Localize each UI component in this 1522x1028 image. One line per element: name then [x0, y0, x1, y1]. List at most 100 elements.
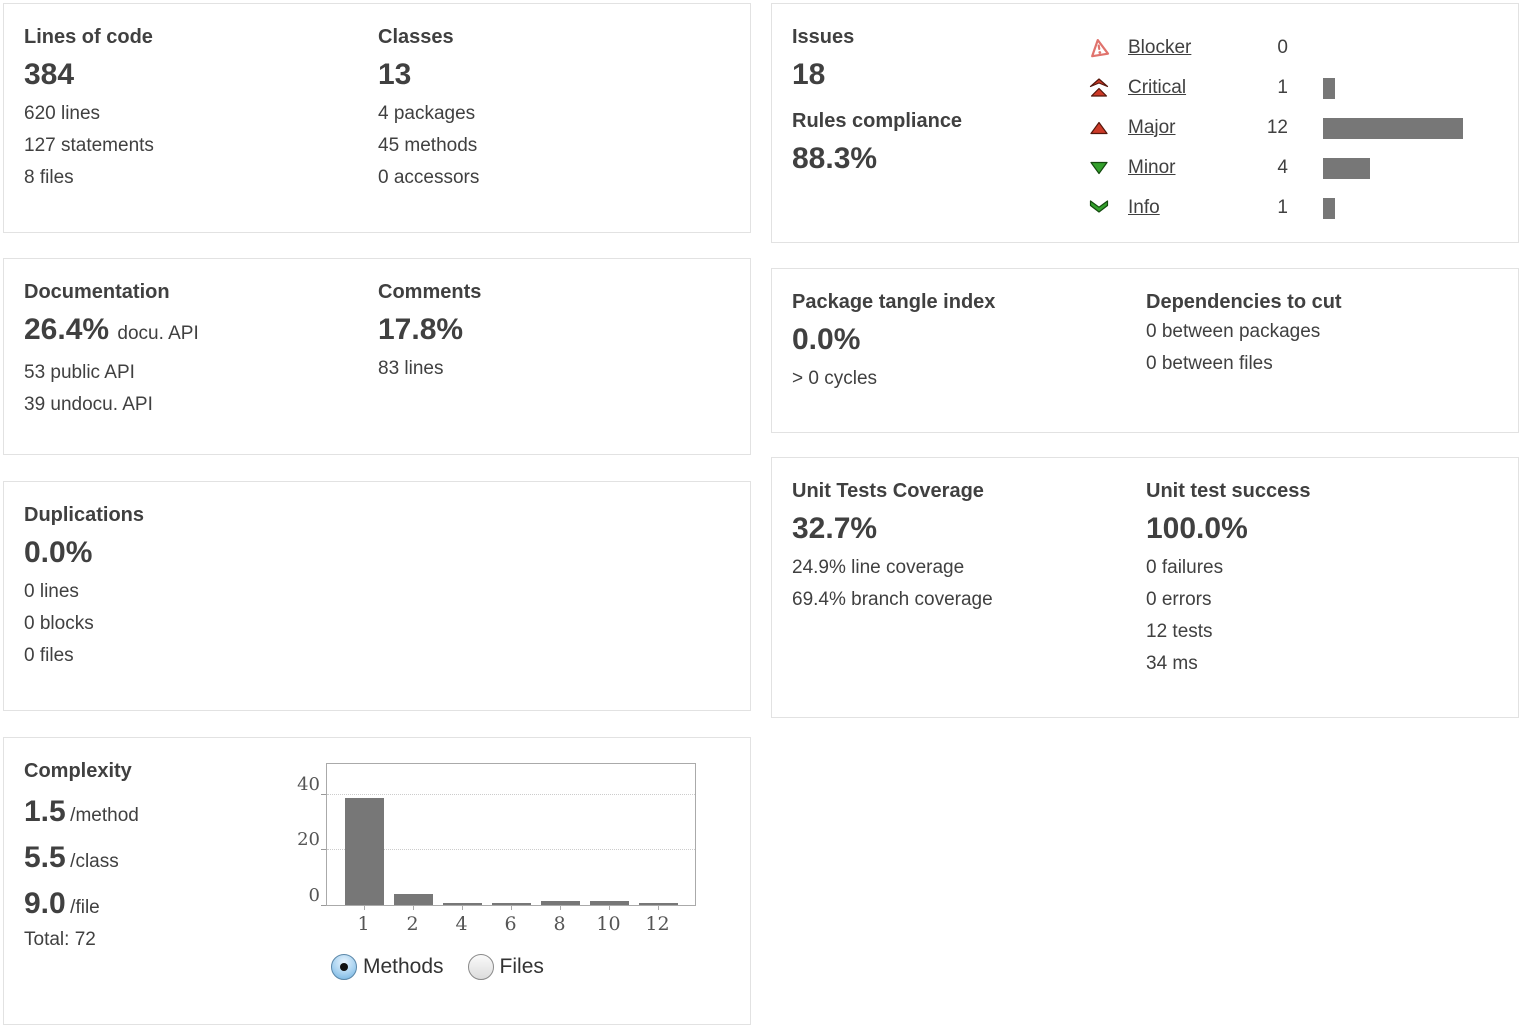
complexity-per-class: 5.5 /class	[24, 841, 730, 875]
complexity-per-file: 9.0 /file	[24, 887, 730, 921]
info-link[interactable]: Info	[1128, 197, 1160, 218]
comments-title: Comments	[378, 281, 482, 303]
y-axis-label-0: 0	[308, 885, 320, 906]
duplicated-files: 0 files	[24, 645, 74, 666]
package-tangle-widget: Package tangle index 0.0% > 0 cycles Dep…	[771, 268, 1519, 433]
blocker-link[interactable]: Blocker	[1128, 37, 1192, 58]
rules-compliance-value: 88.3%	[792, 142, 878, 175]
chart-bar	[345, 798, 384, 905]
complexity-method-value: 1.5	[24, 795, 66, 828]
minor-link[interactable]: Minor	[1128, 157, 1176, 178]
radio-files[interactable]: Files	[467, 954, 544, 980]
tangle-value: 0.0%	[792, 323, 861, 356]
documentation-percent: 26.4%	[24, 313, 110, 346]
comments-value: 17.8%	[378, 313, 464, 346]
minor-count: 4	[1277, 157, 1288, 178]
radio-methods-button[interactable]	[331, 954, 357, 980]
documentation-widget: Documentation 26.4% docu. API 53 public …	[3, 258, 751, 455]
files-count: 8 files	[24, 167, 74, 188]
chart-bar	[639, 903, 678, 905]
x-axis-label-1: 1	[357, 913, 370, 935]
x-axis-label-6: 6	[504, 913, 517, 935]
major-count: 12	[1266, 117, 1288, 138]
critical-count: 1	[1277, 77, 1288, 98]
duplications-widget: Duplications 0.0% 0 lines 0 blocks 0 fil…	[3, 481, 751, 711]
complexity-class-value: 5.5	[24, 841, 66, 874]
x-tick	[511, 906, 512, 910]
lines-of-code-value: 384	[24, 58, 75, 91]
coverage-title: Unit Tests Coverage	[792, 480, 984, 502]
complexity-file-value: 9.0	[24, 887, 66, 920]
statements-count: 127 statements	[24, 135, 154, 156]
complexity-method-label: /method	[70, 805, 139, 826]
right-column: Issues 18 Rules compliance 88.3% Blocker…	[771, 3, 1519, 1025]
radio-methods[interactable]: Methods	[331, 954, 444, 980]
tangle-title: Package tangle index	[792, 291, 996, 313]
duplicated-blocks: 0 blocks	[24, 613, 94, 634]
major-link[interactable]: Major	[1128, 117, 1176, 138]
test-errors: 0 errors	[1146, 589, 1212, 610]
left-column: Lines of code 384 620 lines 127 statemen…	[3, 3, 751, 1025]
chart-bar	[590, 901, 629, 905]
rules-compliance-title: Rules compliance	[792, 110, 963, 132]
x-tick	[413, 906, 414, 910]
severity-row-blocker: Blocker 0	[1088, 28, 1500, 68]
packages-count: 4 packages	[378, 103, 476, 124]
x-tick	[364, 906, 365, 910]
line-coverage: 24.9% line coverage	[792, 557, 965, 578]
x-axis-label-10: 10	[596, 913, 621, 935]
size-widget: Lines of code 384 620 lines 127 statemen…	[3, 3, 751, 233]
x-axis-label-8: 8	[553, 913, 566, 935]
severity-row-critical: Critical 1	[1088, 68, 1500, 108]
documentation-suffix: docu. API	[117, 323, 199, 344]
x-axis-label-12: 12	[645, 913, 670, 935]
radio-methods-label: Methods	[363, 955, 444, 978]
critical-bar	[1323, 77, 1335, 99]
methods-count: 45 methods	[378, 135, 478, 156]
chart-bar	[443, 903, 482, 905]
critical-icon	[1088, 77, 1110, 99]
between-files: 0 between files	[1146, 353, 1273, 374]
cycles-count: > 0 cycles	[792, 368, 878, 389]
info-count: 1	[1277, 197, 1288, 218]
major-bar	[1323, 117, 1463, 139]
x-axis-label-4: 4	[455, 913, 468, 935]
test-time: 34 ms	[1146, 653, 1198, 674]
chart-bar	[541, 901, 580, 905]
x-tick	[560, 906, 561, 910]
complexity-total: Total: 72	[24, 929, 96, 950]
duplications-title: Duplications	[24, 504, 145, 526]
complexity-file-label: /file	[70, 897, 100, 918]
dependencies-title: Dependencies to cut	[1146, 291, 1342, 313]
complexity-widget: Complexity 1.5 /method 5.5 /class 9.0 /f…	[3, 737, 751, 1025]
branch-coverage: 69.4% branch coverage	[792, 589, 993, 610]
minor-bar	[1323, 157, 1370, 179]
classes-title: Classes	[378, 26, 454, 48]
chart-bar	[492, 903, 531, 905]
issues-widget: Issues 18 Rules compliance 88.3% Blocker…	[771, 3, 1519, 243]
y-tick-40	[321, 794, 326, 795]
critical-link[interactable]: Critical	[1128, 77, 1187, 98]
test-failures: 0 failures	[1146, 557, 1224, 578]
coverage-value: 32.7%	[792, 512, 878, 545]
minor-icon	[1088, 157, 1110, 179]
documentation-value: 26.4% docu. API	[24, 311, 378, 353]
accessors-count: 0 accessors	[378, 167, 480, 188]
chart-bar	[394, 894, 433, 905]
severity-table: Blocker 0 Critical 1 Major	[1088, 28, 1500, 228]
major-icon	[1088, 117, 1110, 139]
info-bar	[1323, 197, 1335, 219]
issues-value: 18	[792, 58, 826, 91]
y-axis-label-20: 20	[297, 829, 320, 850]
complexity-per-method: 1.5 /method	[24, 795, 730, 829]
lines-count: 620 lines	[24, 103, 101, 124]
test-count: 12 tests	[1146, 621, 1213, 642]
y-tick-20	[321, 849, 326, 850]
x-tick	[658, 906, 659, 910]
radio-files-button[interactable]	[467, 954, 494, 980]
y-axis-label-40: 40	[297, 774, 320, 795]
test-success-value: 100.0%	[1146, 512, 1248, 545]
x-tick	[609, 906, 610, 910]
undocumented-api-count: 39 undocu. API	[24, 394, 153, 415]
